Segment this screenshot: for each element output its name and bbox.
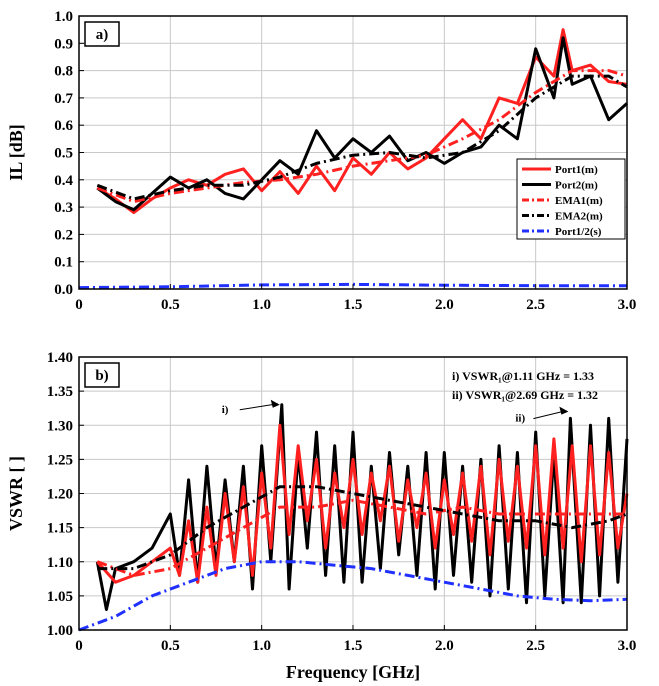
marker-arrow [239,403,278,411]
series-line-0 [96,28,628,215]
y-axis-label: IL [dB] [6,124,26,181]
y-tick-label: 1.00 [47,623,73,639]
x-tick-label: 2.0 [435,297,454,313]
series-line-1 [96,423,629,584]
series-line-2 [96,69,628,204]
series-line-3 [96,74,628,201]
panel-b-vswr: 0 0.5 1.0 1.5 2.0 2.5 3.0 1.00 1.05 1.10 1.15 1.20 1… [6,350,636,682]
panel-tag-box [84,362,120,388]
marker-arrowhead [270,399,280,408]
y-tick-label: 0.7 [54,91,73,107]
x-tick-label: 3.0 [618,297,637,313]
y-tick-label: 0.3 [54,200,73,216]
y-tick-label: 1.30 [47,418,73,434]
y-tick-label: 1.15 [47,521,73,537]
annotation-text: i) VSWR₁@1.11 GHz = 1.33 [452,369,594,383]
x-tick-label: 2.0 [435,638,454,654]
y-tick-label: 0.0 [54,282,73,298]
x-tick-label: 1.0 [252,297,271,313]
panel-a-il: 0 0.5 1.0 1.5 2.0 2.5 3.0 0.0 0.1 0.2 0.3 0.4 0.5 0.6… [6,9,636,313]
legend-entry: Port2(m) [555,180,598,192]
y-tick-label: 1.05 [47,589,73,605]
marker-label: i) [222,404,229,416]
y-tick-label: 1.40 [47,350,73,366]
legend-entry: EMA2(m) [555,211,603,223]
y-tick-label: 0.2 [54,227,73,243]
legend-entry: Port1(m) [555,164,598,176]
y-tick-label: 0.9 [54,36,73,52]
x-tick-label: 0.5 [161,638,180,654]
x-tick-label: 3.0 [618,638,637,654]
series-line-0 [95,403,629,611]
x-tick-label: 1.0 [252,638,271,654]
annotation-text: ii) VSWR₁@2.69 GHz = 1.32 [452,388,598,402]
y-tick-label: 0.5 [54,146,73,162]
x-tick-label: 0 [75,638,83,654]
x-tick-label: 0 [75,297,83,313]
x-tick-label: 1.5 [344,638,363,654]
y-tick-label: 0.6 [54,118,73,134]
marker-arrowhead [559,406,569,415]
y-tick-label: 1.25 [47,452,73,468]
legend-entry: Port1/2(s) [555,226,602,238]
series-line-4 [78,560,628,632]
x-tick-label: 2.5 [526,297,545,313]
y-tick-label: 1.10 [47,555,73,571]
legend-box [516,158,626,240]
marker-label: ii) [515,413,525,425]
y-tick-label: 0.4 [54,173,73,189]
series-line-2 [96,498,627,577]
legend-entry: EMA1(m) [555,195,603,207]
y-tick-label: 0.1 [54,255,73,271]
y-tick-label: 1.35 [47,384,73,400]
x-tick-label: 2.5 [526,638,545,654]
series-line-3 [97,485,628,571]
x-tick-label: 0.5 [161,297,180,313]
y-tick-label: 1.20 [47,487,73,503]
panel-tag: b) [95,368,108,384]
y-tick-label: 1.0 [54,9,73,25]
panel-tag-box [84,21,120,47]
y-tick-label: 0.8 [54,64,73,80]
x-axis-label: Frequency [GHz] [286,662,420,682]
x-tick-label: 1.5 [344,297,363,313]
panel-tag: a) [96,27,109,43]
y-axis-label: VSWR [ ] [6,456,26,531]
